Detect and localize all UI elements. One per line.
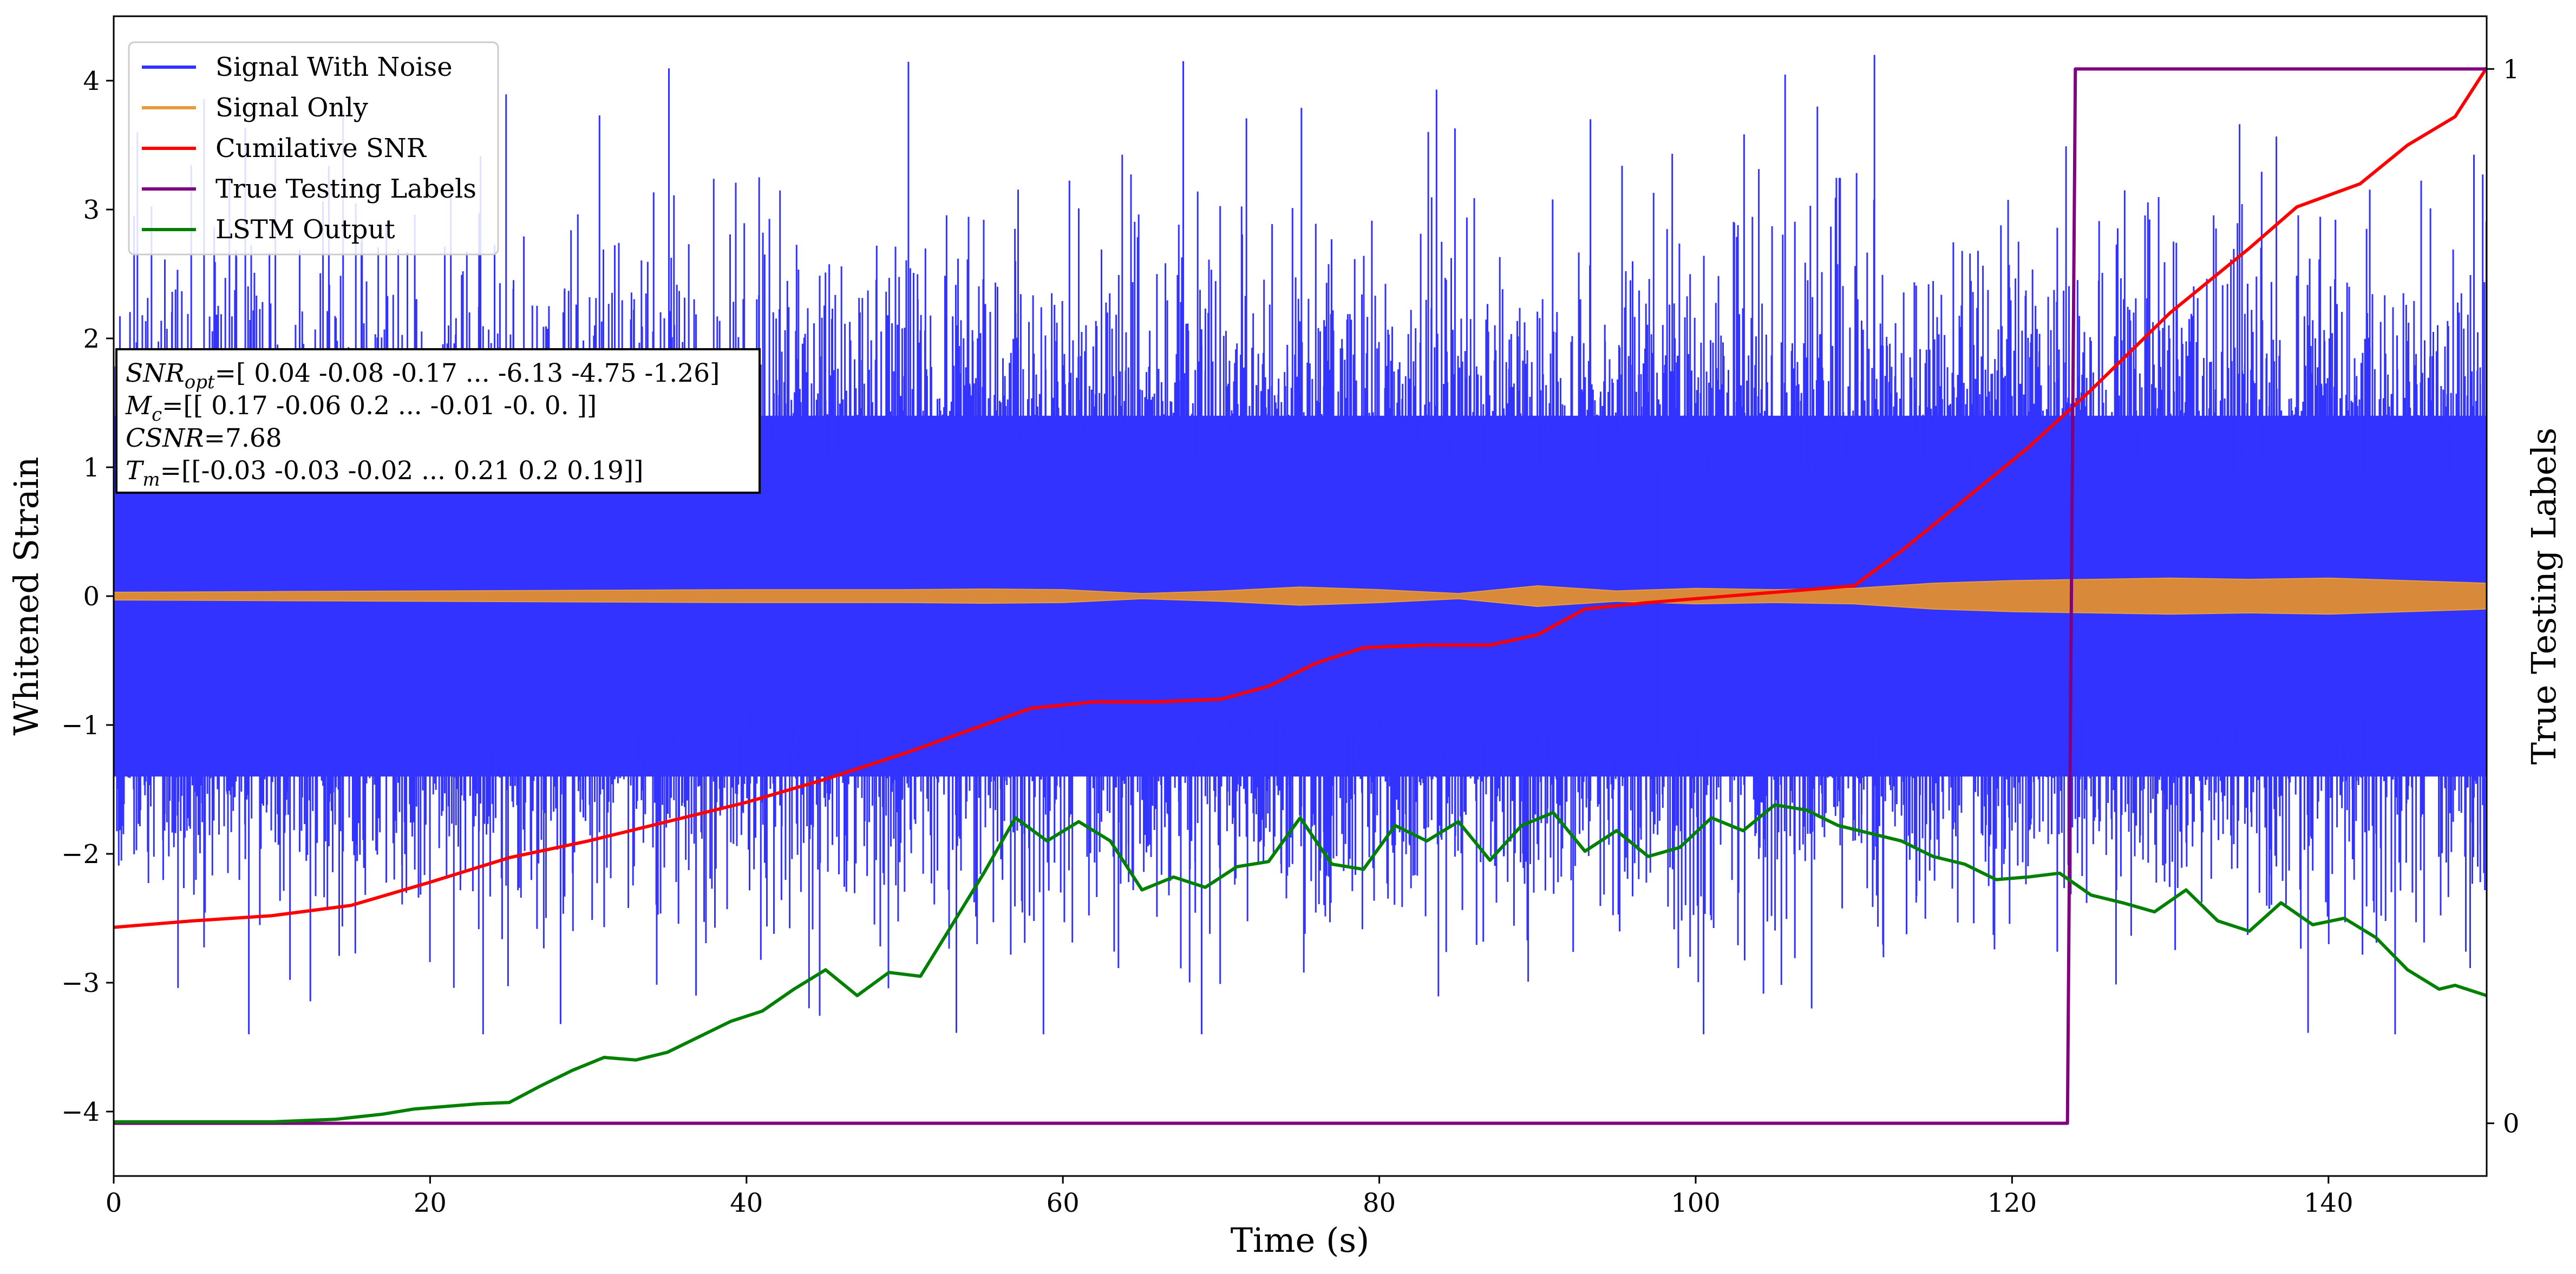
legend-label: LSTM Output [215,214,395,245]
x-tick-label: 40 [730,1188,763,1218]
series-signal-only [114,577,2487,615]
y-tick-label: 2 [83,324,100,354]
y2-tick-label: 1 [2503,54,2520,84]
legend-label: Signal With Noise [215,52,453,82]
x-tick-label: 20 [414,1188,447,1218]
x-tick-label: 140 [2304,1188,2353,1218]
x-axis-title: Time (s) [1231,1220,1370,1260]
series-true-testing-labels [114,67,2487,1125]
y-tick-label: −4 [61,1097,100,1127]
y-axis-title: Whitened Strain [6,457,46,736]
legend: Signal With Noise Signal Only Cumilative S… [128,41,499,256]
x-tick-label: 100 [1671,1188,1721,1218]
info-box-frame [115,348,761,494]
info-line: CSNR=7.68 [126,423,282,453]
series-cumilative-snr [114,67,2487,929]
y-tick-label: 3 [83,195,100,225]
legend-label: True Testing Labels [215,174,476,204]
y-tick-label: −2 [61,839,100,870]
y2-tick-label: 0 [2503,1109,2520,1139]
y-tick-label: −1 [61,710,100,741]
info-box: SNRopt=[ 0.04 -0.08 -0.17 ... -6.13 -4.7… [115,348,761,494]
x-tick-label: 60 [1047,1188,1080,1218]
legend-label: Signal Only [215,93,368,123]
legend-frame [128,41,499,256]
series-lstm-output [114,803,2487,1123]
y-tick-label: 4 [83,66,100,96]
x-tick-label: 120 [1987,1188,2037,1218]
info-line: Tm=[[-0.03 -0.03 -0.02 ... 0.21 0.2 0.19… [126,456,643,491]
x-tick-label: 0 [106,1188,122,1218]
y-tick-label: 0 [83,582,100,612]
legend-label: Cumilative SNR [215,133,427,164]
y-tick-label: −3 [61,968,100,998]
x-tick-label: 80 [1363,1188,1396,1218]
info-line: Mc=[[ 0.17 -0.06 0.2 ... -0.01 -0. 0. ]] [125,391,597,426]
info-line: SNRopt=[ 0.04 -0.08 -0.17 ... -6.13 -4.7… [126,358,720,393]
y2-axis-title: True Testing Labels [2524,428,2564,765]
y-tick-label: 1 [83,453,100,483]
